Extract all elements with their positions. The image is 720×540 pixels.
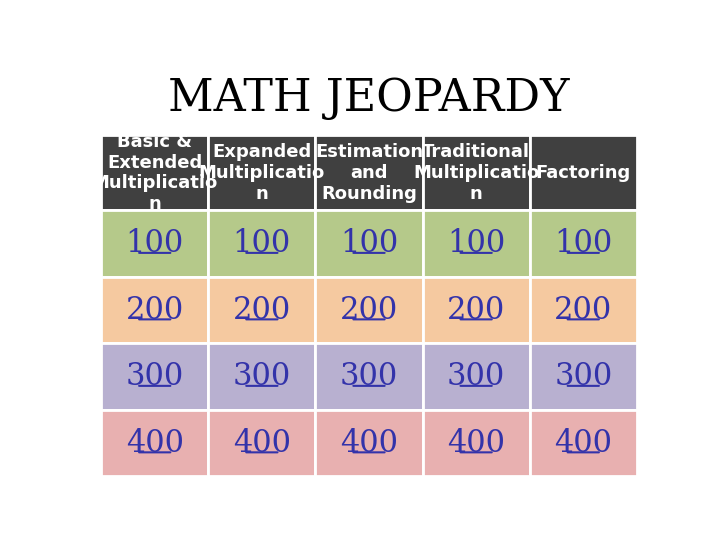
Bar — [315, 136, 423, 211]
Text: 100: 100 — [554, 228, 613, 259]
Bar — [423, 277, 530, 343]
Bar — [208, 410, 315, 476]
Text: 100: 100 — [233, 228, 291, 259]
Bar — [530, 410, 636, 476]
Text: 400: 400 — [233, 428, 291, 458]
Text: 200: 200 — [447, 295, 505, 326]
Bar — [423, 343, 530, 410]
Text: Estimation
and
Rounding: Estimation and Rounding — [315, 143, 423, 203]
Bar — [208, 277, 315, 343]
Text: 200: 200 — [233, 295, 291, 326]
Text: 200: 200 — [125, 295, 184, 326]
Text: MATH JEOPARDY: MATH JEOPARDY — [168, 77, 570, 120]
Bar — [101, 136, 208, 211]
Bar — [208, 343, 315, 410]
Bar — [101, 211, 208, 277]
Text: 300: 300 — [233, 361, 291, 392]
Bar — [530, 343, 636, 410]
Bar — [315, 211, 423, 277]
Bar — [315, 277, 423, 343]
Bar — [423, 136, 530, 211]
Text: Traditional
Multiplicatio
n: Traditional Multiplicatio n — [413, 143, 539, 203]
Bar — [315, 343, 423, 410]
Text: 300: 300 — [125, 361, 184, 392]
Bar — [530, 211, 636, 277]
Text: 200: 200 — [340, 295, 398, 326]
Text: Factoring: Factoring — [536, 164, 631, 182]
Text: 400: 400 — [340, 428, 398, 458]
Text: 300: 300 — [554, 361, 613, 392]
Bar — [101, 410, 208, 476]
Text: 100: 100 — [447, 228, 505, 259]
Text: Expanded
Multiplicatio
n: Expanded Multiplicatio n — [199, 143, 325, 203]
Bar — [530, 277, 636, 343]
Text: 200: 200 — [554, 295, 613, 326]
Text: 100: 100 — [340, 228, 398, 259]
Text: Basic &
Extended
Multiplicatio
n: Basic & Extended Multiplicatio n — [91, 133, 218, 213]
Bar — [208, 211, 315, 277]
Bar — [208, 136, 315, 211]
Text: 400: 400 — [126, 428, 184, 458]
Bar — [530, 136, 636, 211]
Bar — [315, 410, 423, 476]
Text: 300: 300 — [340, 361, 398, 392]
Bar — [101, 343, 208, 410]
Bar — [423, 410, 530, 476]
Bar — [101, 277, 208, 343]
Text: 300: 300 — [447, 361, 505, 392]
Text: 100: 100 — [125, 228, 184, 259]
Text: 400: 400 — [554, 428, 612, 458]
Text: 400: 400 — [447, 428, 505, 458]
Bar — [423, 211, 530, 277]
